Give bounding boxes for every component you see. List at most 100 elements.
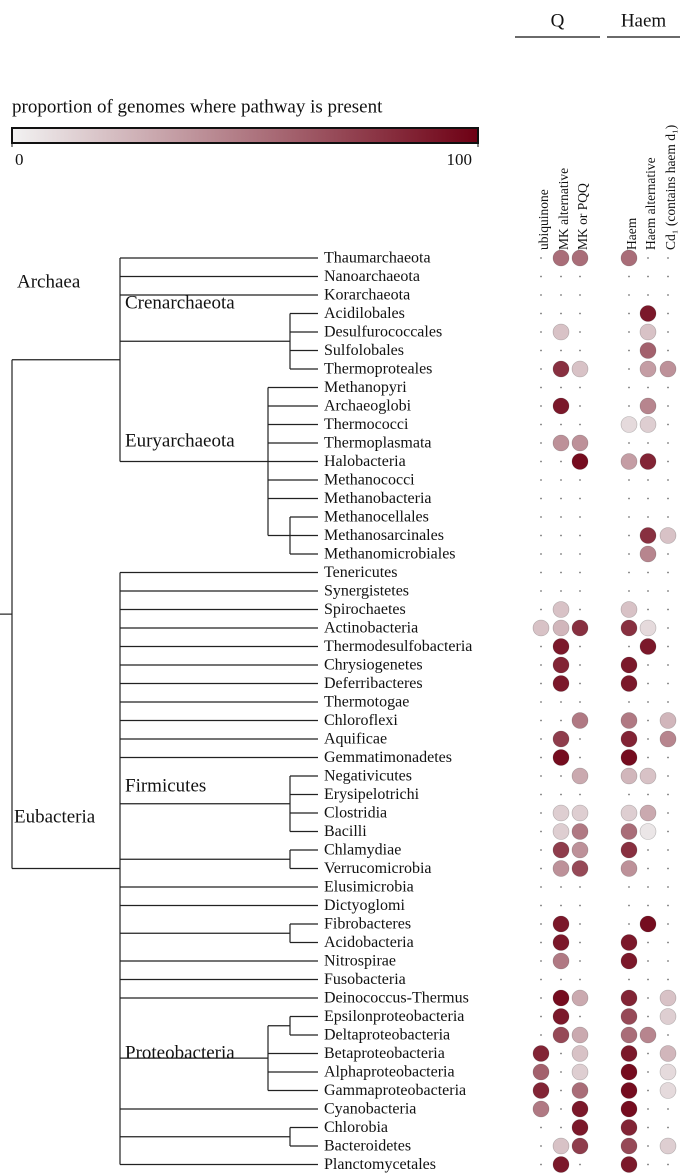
pathway-dot <box>620 1156 638 1173</box>
taxon-label: Spirochaetes <box>324 601 406 618</box>
pathway-dot <box>560 423 562 426</box>
pathway-dot <box>639 342 657 359</box>
pathway-dot <box>579 294 581 296</box>
pathway-dot <box>579 516 581 518</box>
pathway-dot <box>571 434 589 452</box>
pathway-dot <box>647 941 649 944</box>
pathway-dot <box>579 701 581 703</box>
pathway-dot <box>667 571 669 574</box>
pathway-dot <box>540 312 542 315</box>
pathway-dot <box>647 960 649 962</box>
pathway-dot <box>647 1108 649 1110</box>
taxon-label: Methanocellales <box>324 509 429 526</box>
pathway-dot <box>579 534 581 537</box>
taxon-label: Thermoproteales <box>324 361 432 378</box>
pathway-dot <box>552 730 570 748</box>
pathway-dot <box>579 405 581 407</box>
taxon-label: Nitrospirae <box>324 953 396 970</box>
pathway-dot <box>620 1082 638 1099</box>
pathway-dot <box>647 275 649 278</box>
taxon-label: Chloroflexi <box>324 712 398 729</box>
pathway-dot <box>667 886 669 888</box>
pathway-dot <box>667 904 669 907</box>
pathway-dot <box>552 860 570 877</box>
pathway-dot <box>628 368 630 370</box>
pathway-dot <box>659 1063 677 1081</box>
taxon-label: Actinobacteria <box>324 620 418 637</box>
taxon-label: Epsilonproteobacteria <box>324 1008 464 1025</box>
pathway-dot <box>540 793 542 796</box>
pathway-dot <box>540 775 542 777</box>
pathway-dot <box>560 1052 562 1055</box>
pathway-dot <box>579 664 581 666</box>
pathway-dot <box>639 453 657 470</box>
pathway-dot <box>560 978 562 981</box>
pathway-dot <box>540 904 542 907</box>
pathway-dot <box>552 1137 570 1155</box>
pathway-dot <box>571 989 589 1007</box>
pathway-dot <box>667 312 669 315</box>
pathway-dot <box>628 479 630 481</box>
pathway-dot <box>667 849 669 851</box>
pathway-dot <box>620 730 638 748</box>
taxon-label: Cyanobacteria <box>324 1101 416 1118</box>
pathway-dot <box>667 1034 669 1036</box>
taxon-label: Thermoplasmata <box>324 435 432 452</box>
pathway-dot <box>540 608 542 611</box>
pathway-dot <box>552 360 570 378</box>
pathway-dot <box>647 257 649 259</box>
pathway-dot <box>628 701 630 703</box>
pathway-dot <box>667 830 669 833</box>
pathway-dot <box>540 553 542 555</box>
pathway-dot <box>639 804 657 822</box>
pathway-dot <box>552 323 570 341</box>
pathway-dot <box>620 1119 638 1136</box>
pathway-dot <box>540 571 542 574</box>
pathway-dot <box>571 360 589 378</box>
taxon-label: Chlorobia <box>324 1119 388 1136</box>
pathway-dot <box>628 386 630 389</box>
pathway-dot <box>628 516 630 518</box>
pathway-dot <box>620 1063 638 1081</box>
pathway-dot <box>540 534 542 537</box>
pathway-dot <box>540 645 542 648</box>
pathway-dot <box>560 349 562 352</box>
pathway-dot <box>620 619 638 637</box>
pathway-dot <box>639 619 657 637</box>
pathway-dot <box>540 442 542 444</box>
pathway-dot <box>579 608 581 611</box>
colorbar-tick-label: 0 <box>15 150 24 169</box>
pathway-dot <box>540 886 542 888</box>
pathway-dot <box>579 886 581 888</box>
pathway-dot <box>579 978 581 981</box>
pathway-dot <box>667 645 669 648</box>
group-label: Q <box>551 10 565 31</box>
pathway-dot <box>579 479 581 481</box>
pathway-dot <box>571 767 589 785</box>
pathway-dot <box>667 497 669 500</box>
pathway-dot <box>628 904 630 907</box>
pathway-dot <box>579 645 581 648</box>
pathway-dot <box>620 823 638 840</box>
pathway-dot <box>552 934 570 951</box>
pathway-dot <box>579 275 581 278</box>
pathway-dot <box>628 275 630 278</box>
pathway-dot <box>667 941 669 944</box>
pathway-dot <box>540 460 542 463</box>
taxon-label: Elusimicrobia <box>324 879 414 896</box>
taxon-label: Bacteroidetes <box>324 1138 411 1155</box>
pathway-dot <box>667 349 669 352</box>
pathway-dot <box>579 497 581 500</box>
pathway-dot <box>540 479 542 481</box>
taxon-label: Gammaproteobacteria <box>324 1082 466 1099</box>
clade-label: Proteobacteria <box>125 1042 235 1063</box>
pathway-dot <box>540 294 542 296</box>
pathway-dot <box>560 1071 562 1073</box>
taxon-label: Thaumarchaeota <box>324 250 431 267</box>
pathway-dot <box>639 545 657 563</box>
pathway-dot <box>540 590 542 592</box>
pathway-dot <box>659 360 677 378</box>
pathway-dot <box>639 416 657 433</box>
pathway-dot <box>628 553 630 555</box>
